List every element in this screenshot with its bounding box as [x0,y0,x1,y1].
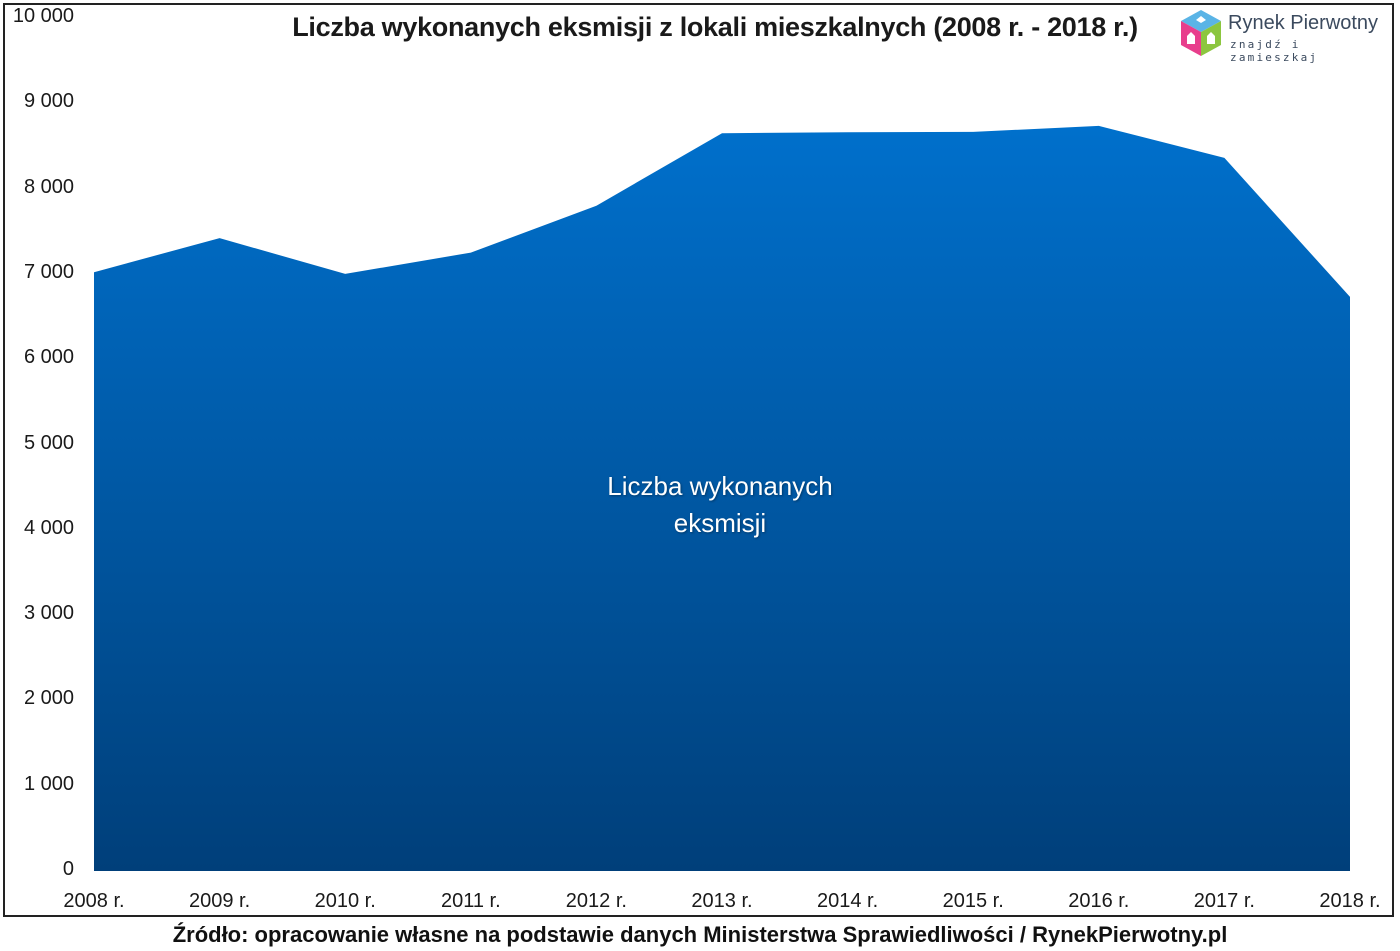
x-tick-label: 2017 r. [1193,890,1255,912]
x-tick-label: 2010 r. [314,890,376,912]
y-tick-label: 10 000 [12,5,74,27]
x-tick-label: 2014 r. [817,890,879,912]
y-tick-label: 0 [62,858,74,880]
y-tick-label: 6 000 [23,346,74,369]
series-label-line2: eksmisji [673,508,767,538]
x-tick-label: 2008 r. [63,890,125,912]
y-tick-label: 8 000 [23,175,74,198]
x-tick-label: 2015 r. [942,890,1004,912]
y-tick-label: 3 000 [23,602,74,625]
chart-title: Liczba wykonanych eksmisji z lokali mies… [292,12,1138,42]
y-tick-label: 5 000 [23,431,74,454]
area-series-eksmisje [94,125,1350,871]
rynek-pierwotny-logo: Rynek Pierwotny znajdź i zamieszkaj [1178,8,1388,64]
series-label: Liczba wykonanych eksmisji [560,468,880,542]
x-tick-label: 2016 r. [1068,890,1130,912]
x-tick-label: 2011 r. [440,890,501,912]
house-cube-icon [1181,10,1221,56]
y-tick-label: 4 000 [23,516,74,539]
x-tick-label: 2018 r. [1319,890,1381,912]
x-tick-label: 2009 r. [189,890,251,912]
y-tick-label: 7 000 [23,260,74,283]
source-note: Źródło: opracowanie własne na podstawie … [172,922,1228,947]
logo-name: Rynek Pierwotny [1228,12,1379,34]
y-tick-label: 9 000 [23,90,74,113]
x-tick-label: 2012 r. [565,890,627,912]
series-label-line1: Liczba wykonanych [607,471,833,501]
x-tick-label: 2013 r. [691,890,753,912]
y-tick-label: 1 000 [23,772,74,795]
logo-tagline: znajdź i zamieszkaj [1230,38,1319,64]
y-tick-label: 2 000 [23,687,74,710]
